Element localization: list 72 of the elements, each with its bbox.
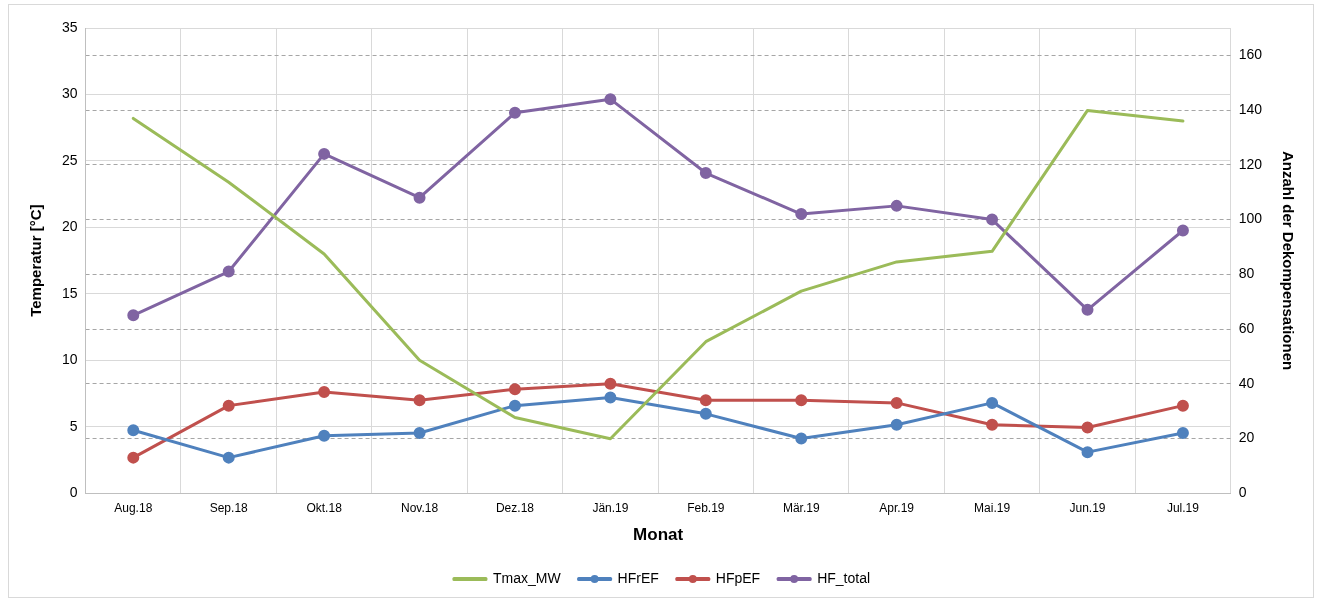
point: [127, 309, 140, 322]
point: [222, 265, 235, 278]
y-tick-label: 10: [61, 351, 78, 368]
y2-tick-label: 100: [1238, 210, 1263, 227]
x-tick-label: Sep.18: [209, 500, 249, 515]
x-tick-label: Feb.19: [687, 500, 725, 515]
point: [1176, 224, 1189, 237]
point: [699, 407, 712, 420]
legend-label: HFpEF: [715, 569, 761, 586]
point: [1176, 427, 1189, 439]
point: [1081, 446, 1094, 459]
x-tick-label: Dez.18: [495, 500, 535, 515]
y2-tick-label: 140: [1238, 100, 1263, 117]
point: [699, 394, 712, 407]
point: [604, 377, 617, 390]
point: [222, 451, 235, 464]
y2-axis-title: Anzahl der Dekompensationen: [1279, 150, 1297, 371]
point: [413, 394, 426, 407]
point: [1081, 303, 1094, 316]
y2-tick-label: 20: [1238, 429, 1255, 446]
point: [413, 191, 426, 204]
y-tick-label: 15: [61, 284, 78, 301]
x-tick-label: Jän.19: [592, 500, 629, 515]
y2-tick-label: 120: [1238, 155, 1263, 172]
point: [795, 432, 808, 445]
x-tick-label: Mär.19: [782, 500, 820, 515]
x-tick-label: Mai.19: [974, 500, 1011, 515]
legend-label: HFrEF: [617, 569, 659, 586]
point: [890, 396, 903, 409]
point: [795, 394, 808, 407]
point: [318, 429, 331, 442]
y-tick-label: 20: [61, 218, 78, 235]
point: [604, 93, 617, 106]
point: [1176, 399, 1189, 412]
x-tick-label: Aug.18: [114, 500, 153, 515]
point: [318, 385, 331, 398]
point: [508, 399, 521, 412]
point: [508, 383, 521, 396]
y-tick-label: 30: [61, 85, 78, 102]
point: [795, 208, 808, 221]
y2-tick-label: 80: [1238, 265, 1255, 282]
point: [127, 451, 140, 464]
point: [127, 424, 140, 437]
point: [222, 399, 235, 412]
y-tick-label: 5: [69, 417, 78, 434]
legend-label: HF_total: [817, 569, 871, 586]
x-tick-label: Okt.18: [306, 500, 343, 515]
x-axis-title: Monat: [633, 525, 684, 545]
x-tick-label: Jul.19: [1166, 500, 1200, 515]
y-tick-label: 0: [69, 484, 78, 501]
point: [986, 213, 999, 226]
x-tick-label: Jun.19: [1069, 500, 1106, 515]
legend-label: Tmax_MW: [492, 569, 562, 586]
y2-tick-label: 40: [1238, 374, 1255, 391]
y-axis-title: Temperatur [°C]: [27, 204, 45, 317]
y2-tick-label: 160: [1238, 46, 1263, 63]
y2-tick-label: 0: [1238, 484, 1247, 501]
point: [604, 391, 617, 404]
point: [890, 199, 903, 212]
x-tick-label: Apr.19: [879, 500, 915, 515]
point: [986, 396, 999, 409]
point: [986, 418, 999, 431]
point: [413, 427, 426, 439]
point: [890, 418, 903, 431]
point: [699, 167, 712, 180]
y-tick-label: 35: [61, 18, 78, 35]
point: [1081, 421, 1094, 434]
x-tick-label: Nov.18: [400, 500, 439, 515]
point: [508, 106, 521, 119]
y2-tick-label: 60: [1238, 319, 1255, 336]
point: [318, 147, 331, 160]
y-tick-label: 25: [61, 151, 78, 168]
